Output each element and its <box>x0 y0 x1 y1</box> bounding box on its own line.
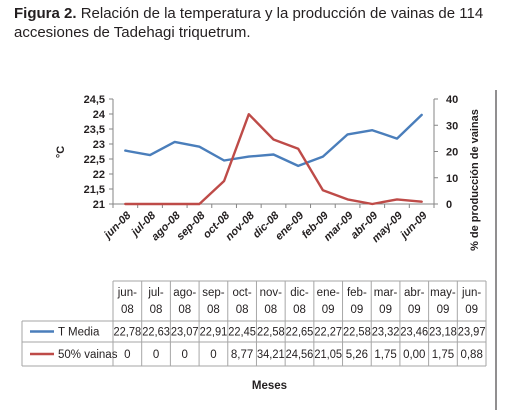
left-tick-label: 22 <box>93 169 105 181</box>
left-tick-label: 23,5 <box>84 124 105 136</box>
x-tick-label: jun-08 <box>101 209 134 242</box>
table-header-cell: may- <box>430 287 456 299</box>
table-value-cell: 0 <box>153 349 159 361</box>
table-header-cell: jun- <box>117 287 137 299</box>
table-header-cell: 08 <box>236 304 249 316</box>
table-value-cell: 0 <box>182 349 188 361</box>
table-header-cell: 08 <box>150 304 163 316</box>
legend-label-1: T Media <box>58 327 100 339</box>
left-tick-label: 22,5 <box>84 154 105 166</box>
x-tick-label: jun-09 <box>397 209 430 242</box>
table-value-cell: 23,18 <box>429 327 457 339</box>
table-value-cell: 24,56 <box>286 349 314 361</box>
table-value-cell: 22,91 <box>200 327 228 339</box>
table-header-cell: 08 <box>178 304 191 316</box>
right-axis-title: % de producción de vainas <box>469 109 481 251</box>
table-header-cell: 09 <box>465 304 478 316</box>
left-tick-label: 21 <box>93 199 105 211</box>
table-value-cell: 23,46 <box>400 327 428 339</box>
table-value-cell: 0 <box>124 349 130 361</box>
table-header-cell: 09 <box>379 304 392 316</box>
table-value-cell: 22,58 <box>343 327 371 339</box>
table-value-cell: 23,07 <box>171 327 199 339</box>
table-value-cell: 22,65 <box>286 327 314 339</box>
table-value-cell: 1,75 <box>432 349 454 361</box>
table-header-cell: 08 <box>293 304 306 316</box>
figure-caption: Figura 2. Relación de la temperatura y l… <box>14 4 504 42</box>
right-tick-label: 10 <box>446 173 458 185</box>
table-header-cell: 08 <box>207 304 220 316</box>
left-tick-label: 24 <box>93 109 106 121</box>
figure-caption-label: Figura 2. <box>14 5 77 22</box>
table-header-cell: jun- <box>461 287 481 299</box>
figure-caption-text: Relación de la temperatura y la producci… <box>14 5 484 41</box>
table-value-cell: 22,27 <box>314 327 342 339</box>
table-header-cell: feb- <box>347 287 367 299</box>
right-tick-label: 40 <box>446 94 458 106</box>
table-value-cell: 23,97 <box>458 327 486 339</box>
x-tick-label: sep-08 <box>174 209 208 243</box>
table-value-cell: 22,45 <box>228 327 256 339</box>
table-value-cell: 8,77 <box>231 349 253 361</box>
legend-label-2: 50% vainas <box>58 349 118 361</box>
x-tick-label: ene-09 <box>273 209 307 243</box>
table-value-cell: 5,26 <box>346 349 368 361</box>
table-value-cell: 0,00 <box>403 349 425 361</box>
table-value-cell: 1,75 <box>374 349 396 361</box>
table-header-cell: 08 <box>121 304 134 316</box>
right-tick-label: 0 <box>446 199 452 211</box>
right-tick-label: 20 <box>446 147 458 159</box>
table-value-cell: 21,05 <box>314 349 342 361</box>
table-header-cell: 09 <box>437 304 450 316</box>
table-header-cell: nov- <box>260 287 283 299</box>
table-header-cell: sep- <box>202 287 225 299</box>
series-line-2 <box>124 112 423 206</box>
table-value-cell: 23,32 <box>372 327 400 339</box>
table-header-cell: oct- <box>233 287 252 299</box>
x-axis-title: Meses <box>252 380 287 392</box>
left-tick-label: 21,5 <box>84 184 105 196</box>
table-header-cell: 09 <box>322 304 335 316</box>
x-tick-label: nov-08 <box>223 209 257 243</box>
table-value-cell: 22,78 <box>113 327 141 339</box>
left-tick-label: 23 <box>93 139 105 151</box>
left-tick-label: 24,5 <box>84 94 105 106</box>
table-header-cell: 09 <box>350 304 363 316</box>
series-line-1 <box>124 113 423 168</box>
table-header-cell: 09 <box>408 304 421 316</box>
table-header-cell: jul- <box>147 287 164 299</box>
table-value-cell: 34,21 <box>257 349 285 361</box>
right-tick-label: 30 <box>446 120 458 132</box>
table-header-cell: ene- <box>317 287 340 299</box>
table-header-cell: dic- <box>290 287 309 299</box>
table-header-cell: ago- <box>173 287 196 299</box>
table-value-cell: 22,58 <box>257 327 285 339</box>
table-header-cell: mar- <box>374 287 398 299</box>
table-header-cell: abr- <box>404 287 425 299</box>
table-value-cell: 22,63 <box>142 327 170 339</box>
left-axis-title: °C <box>55 146 67 158</box>
table-value-cell: 0 <box>210 349 216 361</box>
table-header-cell: 08 <box>264 304 277 316</box>
table-value-cell: 0,88 <box>460 349 482 361</box>
